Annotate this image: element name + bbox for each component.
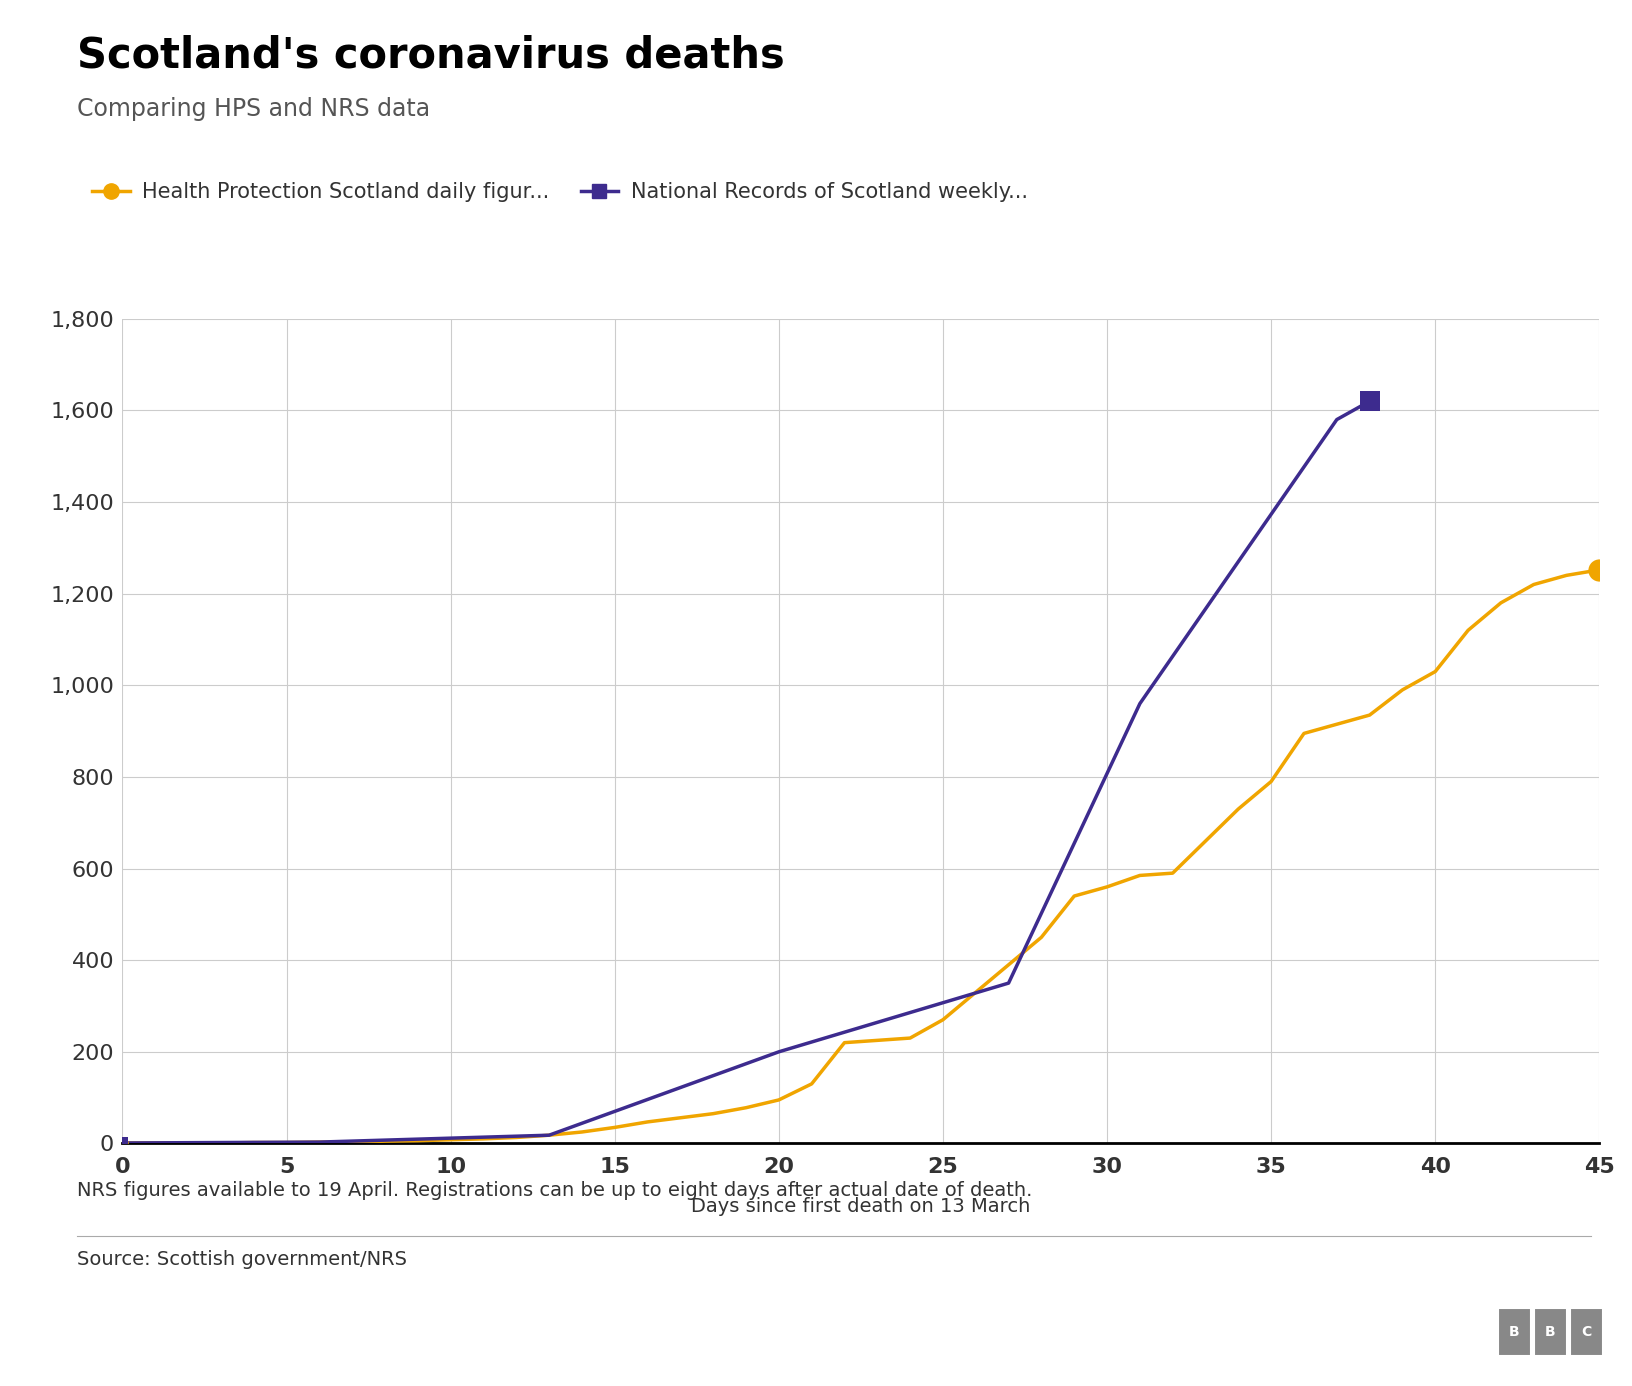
Text: Scotland's coronavirus deaths: Scotland's coronavirus deaths (77, 35, 785, 76)
Text: B: B (1510, 1325, 1519, 1339)
Text: B: B (1546, 1325, 1555, 1339)
Text: Source: Scottish government/NRS: Source: Scottish government/NRS (77, 1250, 406, 1270)
X-axis label: Days since first death on 13 March: Days since first death on 13 March (692, 1196, 1030, 1216)
Legend: Health Protection Scotland daily figur..., National Records of Scotland weekly..: Health Protection Scotland daily figur..… (83, 175, 1036, 211)
Text: C: C (1581, 1325, 1591, 1339)
Text: Comparing HPS and NRS data: Comparing HPS and NRS data (77, 97, 429, 121)
Text: NRS figures available to 19 April. Registrations can be up to eight days after a: NRS figures available to 19 April. Regis… (77, 1181, 1031, 1200)
